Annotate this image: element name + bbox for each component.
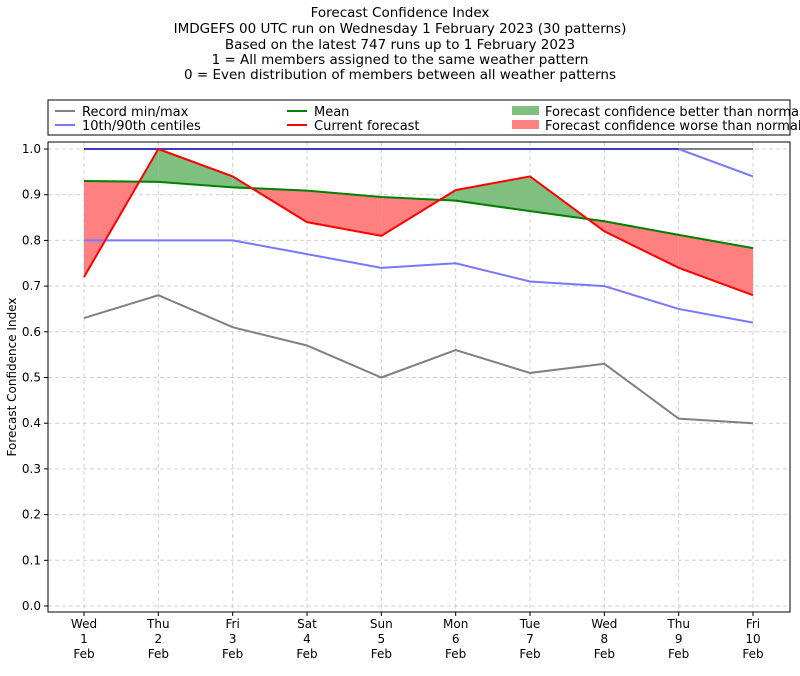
x-tick-label: 7 [526, 632, 534, 646]
x-tick-label: 2 [155, 632, 163, 646]
x-tick-label: 6 [452, 632, 460, 646]
legend-swatch [512, 120, 539, 129]
legend-swatch [512, 106, 539, 115]
y-tick-label: 0.5 [22, 371, 41, 385]
x-tick-label: Wed [71, 617, 97, 631]
record-min-line [83, 294, 754, 425]
x-tick-label: Feb [222, 647, 243, 661]
legend-label: Forecast confidence worse than normal [545, 119, 800, 134]
chart-subtitle-1: IMDGEFS 00 UTC run on Wednesday 1 Februa… [173, 21, 627, 37]
current-forecast-line [83, 147, 754, 297]
x-tick-label: Feb [668, 647, 689, 661]
y-tick-label: 1.0 [22, 142, 41, 156]
x-tick-label: 10 [745, 632, 760, 646]
x-tick-label: Feb [445, 647, 466, 661]
x-tick-label: Wed [591, 617, 617, 631]
x-tick-label: 3 [229, 632, 237, 646]
x-tick-label: Feb [296, 647, 317, 661]
x-tick-label: Feb [73, 647, 94, 661]
chart-subtitle-2: Based on the latest 747 runs up to 1 Feb… [224, 37, 576, 53]
worse-fill [307, 190, 382, 236]
worse-fill [678, 234, 753, 296]
x-tick-label: Sun [370, 617, 393, 631]
chart-subtitle-3: 1 = All members assigned to the same wea… [211, 52, 589, 68]
y-tick-label: 0.6 [22, 325, 41, 339]
legend-label: Record min/max [82, 105, 189, 120]
y-tick-label: 0.8 [22, 233, 41, 247]
legend-label: 10th/90th centiles [82, 119, 201, 134]
x-tick-label: Feb [519, 647, 540, 661]
x-tick-label: 8 [601, 632, 609, 646]
legend-label: Mean [314, 105, 349, 120]
y-axis-label: Forecast Confidence Index [5, 298, 19, 457]
y-tick-label: 0.0 [22, 599, 41, 613]
y-tick-label: 0.9 [22, 188, 41, 202]
x-tick-label: Feb [148, 647, 169, 661]
y-tick-label: 0.7 [22, 279, 41, 293]
chart-subtitle-4: 0 = Even distribution of members between… [183, 67, 617, 83]
x-tick-label: 9 [675, 632, 683, 646]
x-tick-label: 1 [80, 632, 88, 646]
x-tick-label: Feb [742, 647, 763, 661]
y-tick-label: 0.3 [22, 462, 41, 476]
y-tick-label: 0.4 [22, 416, 41, 430]
worse-fill [604, 221, 679, 268]
x-tick-label: Thu [146, 617, 170, 631]
p10-line [84, 239, 754, 324]
legend-label: Forecast confidence better than normal [545, 105, 800, 120]
y-tick-label: 0.2 [22, 508, 41, 522]
plot-frame [47, 141, 791, 613]
x-tick-label: Fri [746, 617, 760, 631]
x-tick-label: Fri [226, 617, 240, 631]
chart-title: Forecast Confidence Index [310, 5, 490, 21]
x-tick-label: Mon [443, 617, 468, 631]
x-tick-label: Feb [594, 647, 615, 661]
better-fill [158, 149, 233, 188]
x-tick-label: Thu [666, 617, 690, 631]
x-tick-label: 4 [303, 632, 311, 646]
x-tick-label: 5 [378, 632, 386, 646]
mean-line [83, 179, 754, 250]
x-tick-label: Sat [297, 617, 317, 631]
legend-label: Current forecast [314, 119, 420, 134]
legend [47, 99, 791, 136]
y-tick-label: 0.1 [22, 553, 41, 567]
x-tick-label: Feb [371, 647, 392, 661]
x-tick-label: Tue [519, 617, 541, 631]
